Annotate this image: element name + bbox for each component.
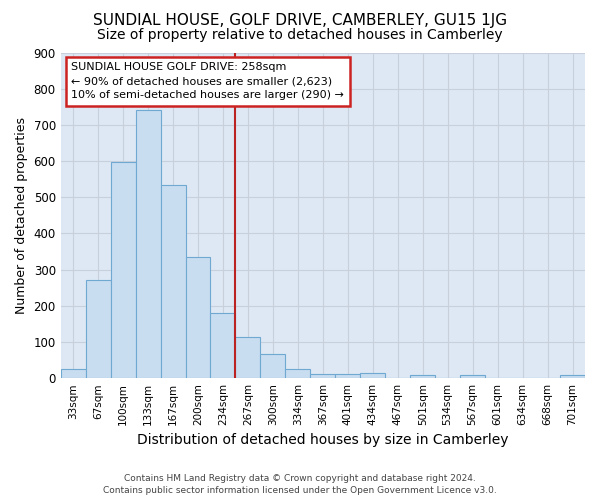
- Bar: [61, 369, 86, 378]
- Bar: [260, 354, 286, 378]
- Bar: [110, 162, 136, 378]
- Bar: [161, 184, 185, 378]
- Bar: [185, 257, 211, 378]
- X-axis label: Distribution of detached houses by size in Camberley: Distribution of detached houses by size …: [137, 434, 509, 448]
- Y-axis label: Number of detached properties: Number of detached properties: [15, 117, 28, 314]
- Bar: [335, 374, 360, 378]
- Bar: [235, 336, 260, 378]
- Bar: [460, 376, 485, 378]
- Bar: [560, 376, 585, 378]
- Text: Size of property relative to detached houses in Camberley: Size of property relative to detached ho…: [97, 28, 503, 42]
- Bar: [286, 369, 310, 378]
- Bar: [211, 313, 235, 378]
- Text: Contains HM Land Registry data © Crown copyright and database right 2024.
Contai: Contains HM Land Registry data © Crown c…: [103, 474, 497, 495]
- Bar: [310, 374, 335, 378]
- Text: SUNDIAL HOUSE, GOLF DRIVE, CAMBERLEY, GU15 1JG: SUNDIAL HOUSE, GOLF DRIVE, CAMBERLEY, GU…: [93, 12, 507, 28]
- Text: SUNDIAL HOUSE GOLF DRIVE: 258sqm
← 90% of detached houses are smaller (2,623)
10: SUNDIAL HOUSE GOLF DRIVE: 258sqm ← 90% o…: [71, 62, 344, 100]
- Bar: [360, 373, 385, 378]
- Bar: [86, 280, 110, 378]
- Bar: [410, 376, 435, 378]
- Bar: [136, 110, 161, 378]
